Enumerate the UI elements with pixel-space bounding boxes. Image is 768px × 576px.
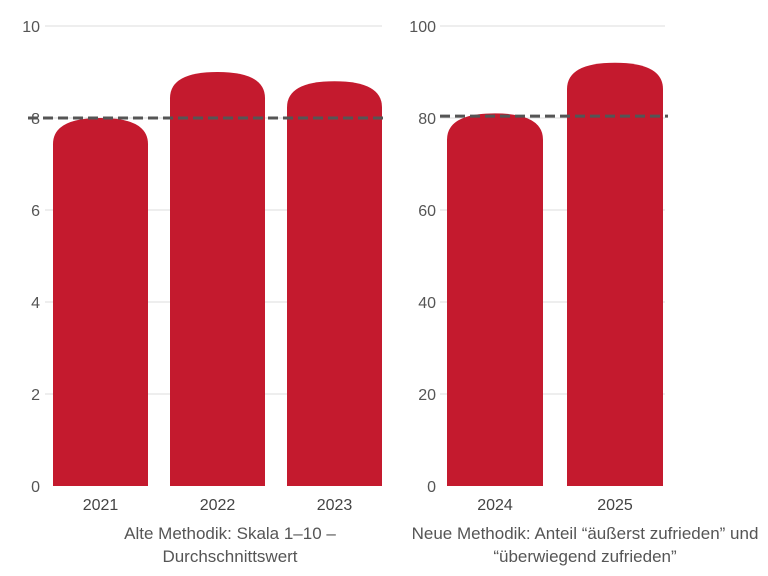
y-tick-label: 60: [418, 203, 436, 220]
caption-old-method: Alte Methodik: Skala 1–10 – Durchschnitt…: [124, 524, 336, 566]
chart-panel-old-method: 0246810202120222023: [22, 19, 385, 514]
bar-2025: [567, 62, 663, 487]
bar-2023: [287, 81, 382, 486]
y-tick-label: 20: [418, 387, 436, 404]
x-category-label: 2023: [317, 497, 353, 514]
y-tick-label: 6: [31, 203, 40, 220]
bar-2022: [170, 72, 265, 486]
y-tick-label: 40: [418, 295, 436, 312]
chart-panel-new-method: 0 20 40 60 80 100 2024 2025: [409, 19, 668, 514]
y-tick-label: 2: [31, 387, 40, 404]
y-tick-label: 80: [418, 111, 436, 128]
y-tick-label: 0: [427, 479, 436, 496]
bar-2024: [447, 113, 543, 487]
x-category-label: 2021: [83, 497, 119, 514]
x-category-label: 2022: [200, 497, 236, 514]
y-tick-label: 100: [409, 19, 436, 36]
y-tick-label: 0: [31, 479, 40, 496]
x-category-label: 2024: [477, 497, 513, 514]
bar-2021: [53, 118, 148, 486]
y-tick-label: 4: [31, 295, 40, 312]
x-category-label: 2025: [597, 497, 633, 514]
y-tick-label: 10: [22, 19, 40, 36]
caption-new-method: Neue Methodik: Anteil “äußerst zufrieden…: [411, 524, 759, 566]
